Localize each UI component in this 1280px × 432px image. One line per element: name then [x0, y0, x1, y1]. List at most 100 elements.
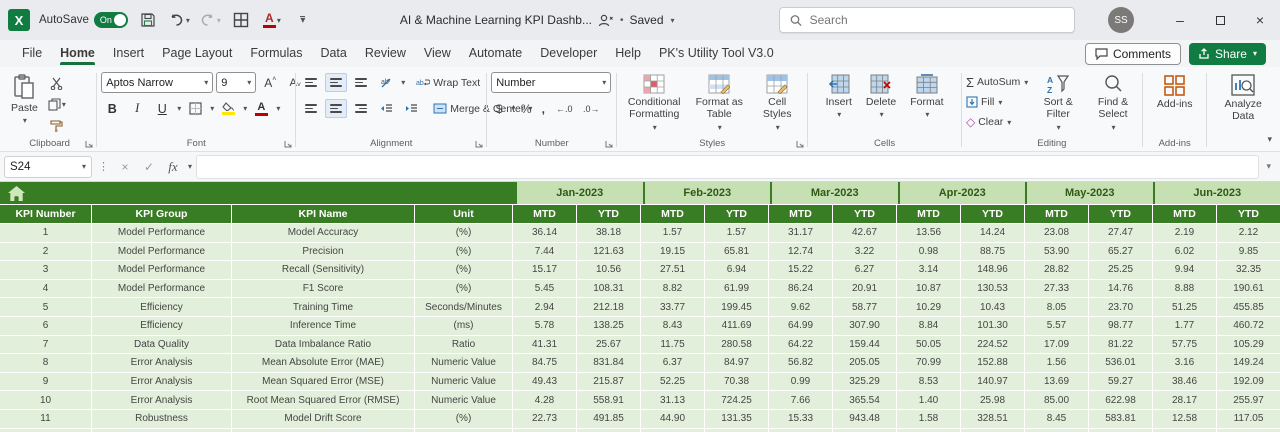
comma-style-icon[interactable]: ,	[541, 101, 545, 116]
column-header[interactable]: Unit	[415, 205, 512, 223]
menu-tab-view[interactable]: View	[423, 46, 451, 60]
kpi-name-cell[interactable]: Root Mean Squared Error (RMSE)	[232, 391, 414, 409]
value-cell[interactable]: 8.53	[897, 372, 960, 391]
value-cell[interactable]: 19.15	[641, 242, 704, 261]
autosave-toggle[interactable]: AutoSave On	[39, 12, 128, 28]
fill-color-chevron-icon[interactable]: ▾	[243, 104, 248, 113]
value-cell[interactable]: 64.22	[769, 335, 832, 354]
copy-chevron-icon[interactable]: ▾	[61, 100, 66, 109]
kpi-name-cell[interactable]: Training Time	[232, 298, 414, 316]
value-cell[interactable]: 280.58	[705, 335, 768, 354]
format-as-table-button[interactable]: Format as Table ▾	[689, 71, 749, 135]
month-header[interactable]: Jun-2023	[1154, 182, 1280, 204]
ribbon-font-color-chevron-icon[interactable]: ▾	[276, 104, 281, 113]
kpi-unit-cell[interactable]: Ratio	[415, 335, 512, 354]
find-select-button[interactable]: Find & Select ▾	[1088, 71, 1138, 135]
value-cell[interactable]: 28.17	[1153, 391, 1216, 409]
formula-bar-expand-icon[interactable]: ▾	[1266, 161, 1271, 171]
value-cell[interactable]: 25.67	[577, 335, 640, 354]
search-box[interactable]	[778, 7, 1075, 33]
value-cell[interactable]: 152.88	[961, 354, 1024, 372]
italic-button[interactable]: I	[135, 101, 140, 115]
kpi-group-cell[interactable]: Robustness	[92, 428, 231, 432]
decrease-indent-icon[interactable]	[375, 99, 397, 118]
align-top-icon[interactable]	[300, 73, 322, 92]
value-cell[interactable]: 1.57	[705, 224, 768, 242]
value-cell[interactable]: 2.12	[1217, 224, 1280, 242]
value-cell[interactable]: 15.33	[769, 409, 832, 428]
undo-chevron-icon[interactable]: ▾	[185, 15, 190, 25]
underline-button[interactable]: U	[157, 101, 167, 116]
home-icon[interactable]	[8, 185, 25, 201]
value-cell[interactable]: 2.05	[769, 428, 832, 432]
kpi-unit-cell[interactable]: (%)	[415, 428, 512, 432]
restore-button[interactable]	[1200, 0, 1240, 40]
value-cell[interactable]: 724.25	[705, 391, 768, 409]
borders-chevron-icon[interactable]: ▾	[210, 104, 215, 113]
paste-chevron-icon[interactable]: ▾	[22, 116, 27, 126]
value-cell[interactable]: 5.57	[1025, 316, 1088, 335]
value-cell[interactable]: 255.97	[1217, 391, 1280, 409]
value-cell[interactable]: 65.81	[705, 242, 768, 261]
kpi-name-cell[interactable]: F1 Score	[232, 279, 414, 298]
kpi-number-cell[interactable]: 8	[0, 354, 91, 372]
analyze-data-button[interactable]: Analyze Data	[1211, 71, 1274, 126]
kpi-number-cell[interactable]: 5	[0, 298, 91, 316]
kpi-group-cell[interactable]: Model Performance	[92, 242, 231, 261]
value-cell[interactable]: 53.90	[1025, 242, 1088, 261]
value-cell[interactable]: 831.84	[577, 354, 640, 372]
value-cell[interactable]: 2.94	[513, 298, 576, 316]
subheader-mtd[interactable]: MTD	[769, 205, 832, 223]
increase-decimal-icon[interactable]: ←.0	[555, 103, 573, 114]
value-cell[interactable]: 59.27	[1089, 372, 1152, 391]
kpi-number-cell[interactable]: 6	[0, 316, 91, 335]
fill-button[interactable]: Fill ▾	[966, 93, 1028, 111]
value-cell[interactable]: 10.87	[897, 279, 960, 298]
value-cell[interactable]: 31.13	[641, 391, 704, 409]
value-cell[interactable]: 70.99	[897, 354, 960, 372]
save-icon[interactable]	[137, 9, 159, 31]
value-cell[interactable]: 81.22	[1089, 335, 1152, 354]
value-cell[interactable]: 13.69	[1025, 372, 1088, 391]
kpi-number-cell[interactable]: 7	[0, 335, 91, 354]
value-cell[interactable]: 27.47	[1089, 224, 1152, 242]
value-cell[interactable]: 491.85	[577, 409, 640, 428]
value-cell[interactable]: 14.24	[961, 224, 1024, 242]
value-cell[interactable]: 140.97	[961, 372, 1024, 391]
menu-tab-insert[interactable]: Insert	[112, 46, 145, 60]
value-cell[interactable]: 622.98	[1089, 391, 1152, 409]
merge-chevron-icon[interactable]: ▾	[528, 104, 533, 113]
addins-button[interactable]: Add-ins	[1153, 71, 1197, 113]
value-cell[interactable]: 6.94	[705, 261, 768, 279]
value-cell[interactable]: 512.68	[833, 428, 896, 432]
kpi-group-cell[interactable]: Data Quality	[92, 335, 231, 354]
value-cell[interactable]: 105.29	[1217, 335, 1280, 354]
styles-dialog-launcher-icon[interactable]	[796, 140, 804, 148]
kpi-name-cell[interactable]: Mean Absolute Error (MAE)	[232, 354, 414, 372]
quick-access-more-icon[interactable]: ▾	[300, 14, 306, 26]
kpi-name-cell[interactable]: Outlier Detection Rate	[232, 428, 414, 432]
search-input[interactable]	[809, 13, 1064, 27]
conditional-formatting-button[interactable]: Conditional Formatting ▾	[621, 71, 687, 135]
value-cell[interactable]: 56.82	[769, 354, 832, 372]
value-cell[interactable]: 22.73	[513, 409, 576, 428]
subheader-ytd[interactable]: YTD	[833, 205, 896, 223]
menu-tab-file[interactable]: File	[22, 46, 43, 60]
value-cell[interactable]: 6.27	[833, 261, 896, 279]
borders-grid-icon[interactable]	[230, 9, 252, 31]
kpi-unit-cell[interactable]: Numeric Value	[415, 372, 512, 391]
value-cell[interactable]: 328.51	[961, 409, 1024, 428]
value-cell[interactable]: 37.90	[1089, 428, 1152, 432]
value-cell[interactable]: 190.61	[1217, 279, 1280, 298]
value-cell[interactable]: 49.43	[513, 372, 576, 391]
font-dialog-launcher-icon[interactable]	[284, 140, 292, 148]
font-color-chevron-icon[interactable]: ▾	[276, 15, 281, 25]
value-cell[interactable]: 52.25	[641, 372, 704, 391]
wrap-text-button[interactable]: ab Wrap Text	[416, 76, 481, 89]
value-cell[interactable]: 411.69	[705, 316, 768, 335]
kpi-name-cell[interactable]: Model Accuracy	[232, 224, 414, 242]
value-cell[interactable]: 121.63	[577, 242, 640, 261]
value-cell[interactable]: 9.85	[1217, 242, 1280, 261]
format-painter-icon[interactable]	[46, 116, 68, 135]
percent-style-icon[interactable]: %	[520, 101, 532, 116]
